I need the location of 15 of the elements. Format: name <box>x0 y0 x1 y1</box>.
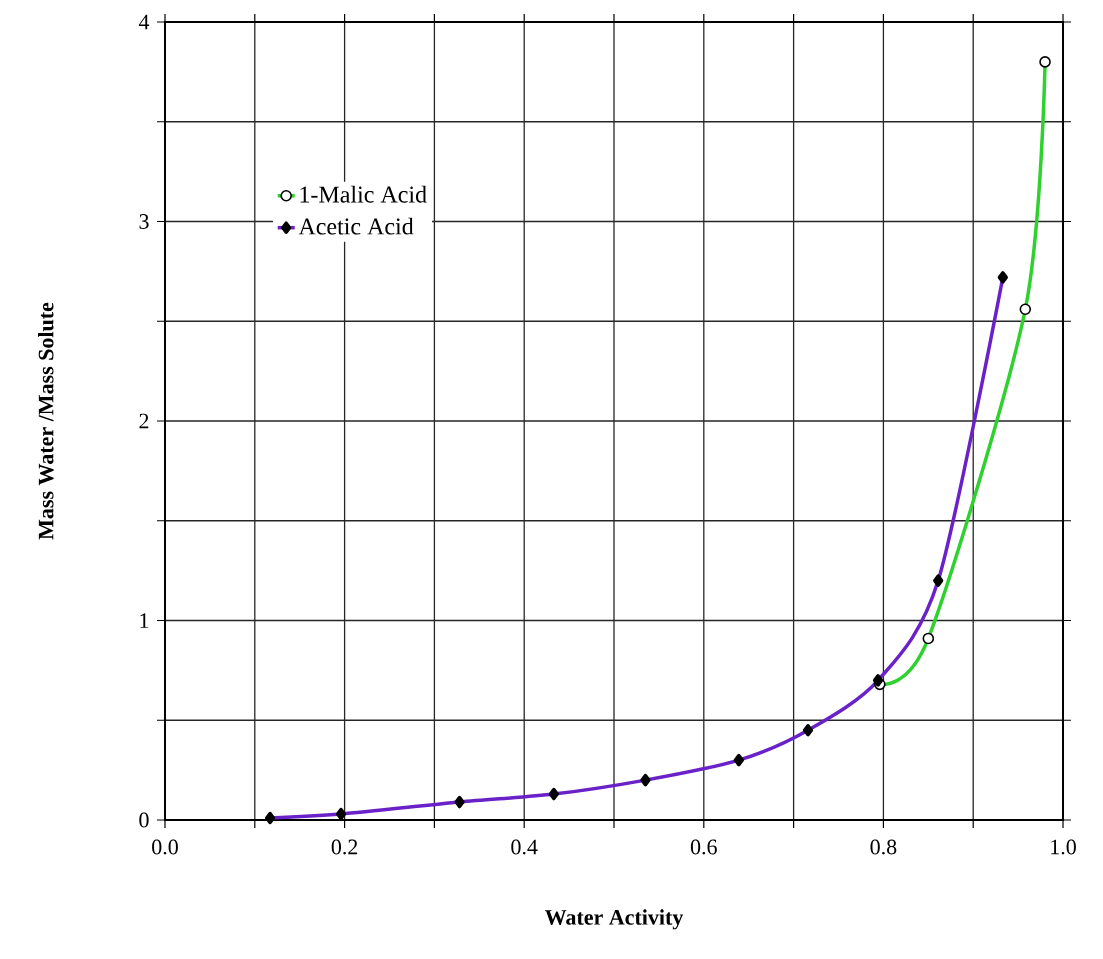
x-tick-label: 0.6 <box>690 839 717 855</box>
x-axis-title: Water Activity <box>544 909 684 930</box>
legend-label: Acetic Acid <box>298 217 414 235</box>
y-tick-label: 2 <box>139 413 149 429</box>
y-tick-label: 0 <box>139 812 149 828</box>
x-tick-label: 0.8 <box>870 839 897 855</box>
y-axis-title: Mass Water /Mass Solute <box>38 302 54 540</box>
x-tick-label: 0.4 <box>511 839 538 855</box>
x-tick-label: 0.0 <box>152 839 178 855</box>
x-tick-label: 0.2 <box>331 839 358 855</box>
x-tick-label: 1.0 <box>1051 839 1076 855</box>
y-tick-label: 3 <box>139 214 149 229</box>
y-tick-label: 1 <box>140 613 149 628</box>
y-tick-label: 4 <box>138 14 150 30</box>
legend-label: 1-Malic Acid <box>300 185 427 203</box>
